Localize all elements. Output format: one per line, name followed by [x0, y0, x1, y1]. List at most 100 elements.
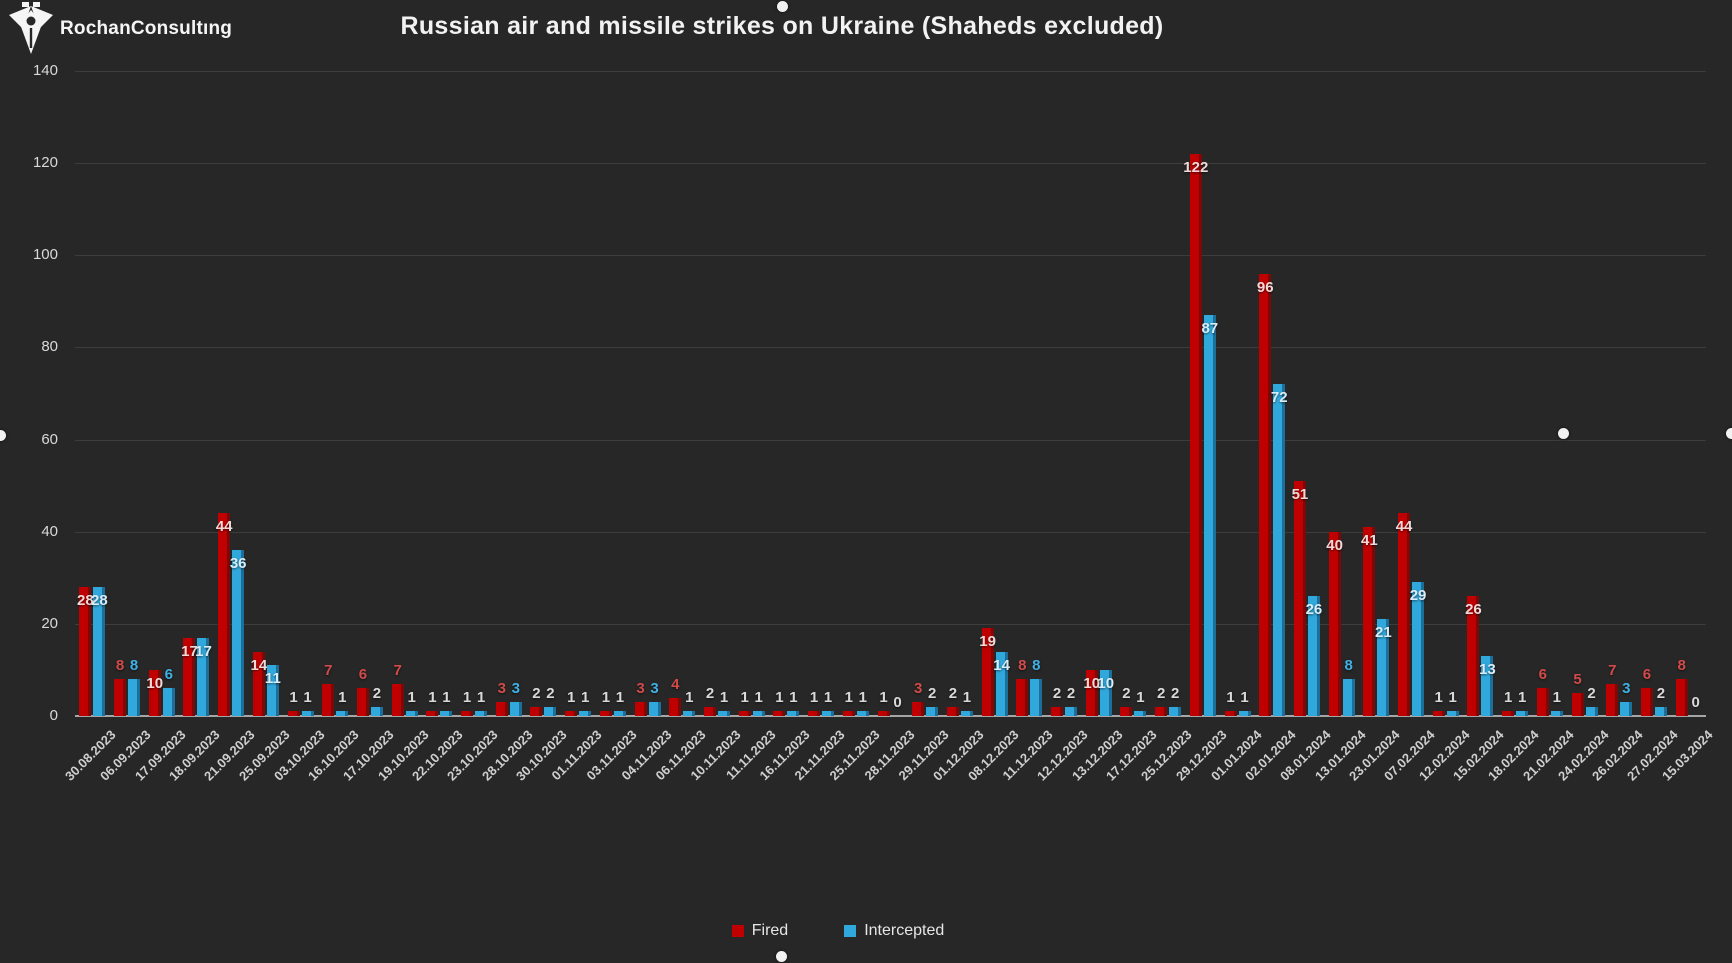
bar-intercepted	[1065, 706, 1077, 716]
brand-logo: RochanConsultıng	[8, 2, 232, 56]
bar-value-label: 1	[289, 689, 298, 707]
bar-value-label: 1	[476, 689, 486, 707]
gridline	[75, 347, 1706, 349]
bar-fired	[495, 702, 508, 716]
bar-value-label: 1	[442, 689, 451, 707]
bar-intercepted	[752, 711, 765, 716]
bar-fired	[599, 711, 612, 716]
bar-fired	[1189, 153, 1202, 716]
bar-value-label: 72	[1270, 389, 1288, 407]
bar-fired	[1606, 683, 1619, 716]
chart-legend: Fired Intercepted	[0, 922, 1676, 940]
bar-fired	[912, 702, 925, 716]
bar-intercepted	[475, 711, 488, 716]
y-axis-label: 0	[49, 707, 58, 724]
bar-fired	[287, 711, 300, 716]
bar-value-label: 10	[1097, 674, 1115, 692]
bar-fired	[356, 688, 369, 716]
bar-fired	[1398, 513, 1411, 716]
bar-fired	[946, 706, 959, 716]
bar-value-label: 1	[962, 689, 972, 707]
bar-value-label: 6	[358, 666, 368, 684]
bar-value-label: 29	[1409, 587, 1427, 605]
bar-value-label: 2	[372, 684, 382, 702]
bar-value-label: 8	[1344, 657, 1353, 675]
bar-fired	[1432, 711, 1445, 716]
bar-value-label: 1	[1136, 689, 1145, 707]
bar-fired	[1363, 527, 1376, 716]
bar-fired	[877, 711, 890, 716]
bar-intercepted	[1099, 669, 1112, 716]
bar-intercepted	[405, 711, 418, 716]
gridline	[75, 623, 1706, 625]
bar-value-label: 8	[115, 657, 125, 675]
bar-value-label: 8	[1677, 657, 1686, 675]
bar-value-label: 28	[77, 592, 94, 609]
bar-value-label: 41	[1360, 532, 1378, 550]
bar-value-label: 1	[823, 689, 833, 707]
bar-fired	[1571, 692, 1584, 716]
bar-fired	[218, 513, 231, 716]
resize-handle-top[interactable]	[777, 1, 788, 12]
bar-intercepted	[1342, 679, 1355, 716]
bar-intercepted	[1307, 596, 1320, 716]
bar-value-label: 1	[809, 689, 819, 707]
bar-value-label: 1	[844, 689, 853, 707]
resize-handle-edge[interactable]	[1726, 428, 1732, 439]
bar-fired	[79, 587, 92, 716]
bar-value-label: 2	[928, 684, 937, 702]
bar-value-label: 1	[1552, 689, 1561, 707]
bar-fired	[148, 669, 161, 716]
bar-intercepted	[856, 711, 869, 716]
resize-handle-right[interactable]	[1558, 428, 1569, 439]
bar-fired	[1328, 531, 1341, 716]
bar-intercepted	[648, 702, 661, 716]
bar-fired	[669, 697, 682, 716]
bar-value-label: 14	[993, 656, 1010, 674]
bar-value-label: 1	[789, 689, 798, 707]
x-axis-line	[75, 715, 1706, 717]
bar-fired	[1224, 711, 1237, 716]
y-axis-label: 80	[41, 338, 58, 356]
resize-handle-left[interactable]	[0, 430, 6, 441]
y-axis-label: 20	[41, 614, 58, 632]
bar-value-label: 28	[91, 592, 108, 609]
bar-fired	[1293, 481, 1306, 716]
bar-value-label: 122	[1183, 158, 1209, 176]
bar-value-label: 5	[1573, 670, 1582, 688]
bar-value-label: 3	[650, 680, 659, 698]
bar-intercepted	[1134, 711, 1147, 716]
bar-fired	[808, 711, 821, 716]
bar-intercepted	[787, 711, 800, 716]
bar-fired	[1085, 669, 1098, 716]
bar-fired	[1675, 679, 1688, 716]
bar-value-label: 1	[428, 689, 437, 707]
bar-intercepted	[336, 711, 349, 716]
bar-value-label: 1	[1517, 689, 1527, 707]
bar-intercepted	[301, 711, 314, 716]
bar-value-label: 1	[1226, 689, 1235, 707]
bar-fired	[773, 711, 786, 716]
bar-value-label: 2	[1052, 684, 1062, 702]
bar-value-label: 26	[1305, 601, 1323, 619]
bar-intercepted	[1030, 679, 1043, 716]
bar-value-label: 1	[462, 689, 472, 707]
bar-value-label: 1	[685, 689, 694, 707]
bar-value-label: 3	[636, 680, 645, 698]
bar-intercepted	[232, 550, 245, 716]
bar-value-label: 87	[1201, 320, 1219, 338]
bar-value-label: 10	[146, 674, 164, 692]
resize-handle-bottom[interactable]	[776, 951, 787, 962]
bar-intercepted	[509, 702, 522, 716]
bar-intercepted	[93, 587, 106, 716]
bar-value-label: 2	[1122, 684, 1131, 702]
bar-value-label: 1	[754, 689, 763, 707]
bar-value-label: 6	[1642, 666, 1652, 684]
legend-item-fired: Fired	[731, 922, 788, 940]
bar-value-label: 7	[393, 661, 402, 679]
bar-value-label: 2	[546, 684, 555, 702]
bar-value-label: 4	[671, 675, 680, 693]
bar-intercepted	[1412, 582, 1425, 716]
